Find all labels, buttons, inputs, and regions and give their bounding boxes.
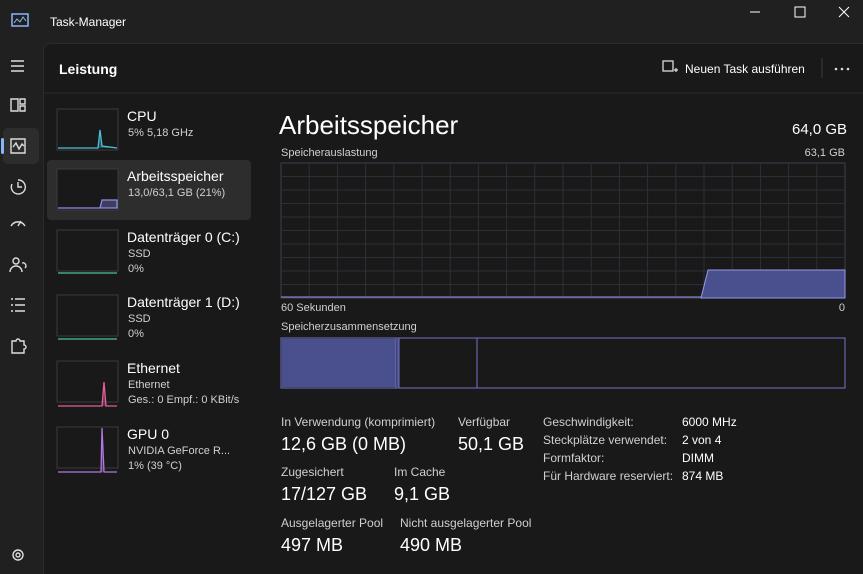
device-thumbnail [56, 108, 119, 151]
device-info: NVIDIA GeForce R... [128, 445, 231, 457]
total-memory: 64,0 GB [792, 121, 848, 138]
composition-in-use [282, 339, 396, 387]
more-dot[interactable] [834, 67, 838, 71]
app-icon-line [13, 16, 27, 24]
device-thumbnail-graph [58, 199, 118, 209]
stat-label: Ausgelagerter Pool [281, 516, 384, 530]
spec-value: DIMM [682, 451, 714, 465]
device-info: Ethernet [128, 379, 170, 391]
stat-value: 17/127 GB [281, 484, 368, 504]
device-thumbnail-graph [58, 129, 118, 149]
time-left: 60 Sekunden [281, 302, 346, 314]
stat-label: Im Cache [394, 465, 446, 479]
device-thumbnail [56, 229, 119, 272]
device-info: SSD [128, 248, 151, 260]
stat-label: Verfügbar [458, 415, 511, 429]
device-thumbnail-graph [58, 381, 117, 407]
run-task-plus [674, 68, 678, 72]
device-info: 1% (39 °C) [128, 460, 182, 472]
device-name: Datenträger 0 (C:) [127, 229, 240, 245]
spec-label: Geschwindigkeit: [543, 415, 634, 429]
app-icon [11, 13, 29, 27]
details-nav[interactable] [11, 298, 25, 312]
spec-label: Für Hardware reserviert: [543, 469, 674, 483]
device-name: CPU [127, 108, 157, 124]
device-info: 0% [128, 263, 144, 275]
spec-label: Formfaktor: [543, 451, 605, 465]
time-right: 0 [838, 302, 845, 314]
run-task-icon[interactable] [662, 60, 674, 72]
device-thumbnail [56, 168, 119, 211]
composition-bar-frame [280, 337, 846, 389]
spec-value: 6000 MHz [682, 415, 737, 429]
usage-label: Speicherauslastung [281, 147, 378, 159]
maximize-button[interactable] [794, 6, 806, 18]
history-nav[interactable] [10, 179, 26, 195]
composition-label: Speicherzusammensetzung [281, 321, 417, 333]
menu-button[interactable] [11, 60, 24, 72]
usage-max: 63,1 GB [804, 147, 845, 159]
device-name: GPU 0 [127, 426, 170, 442]
performance-nav[interactable] [10, 138, 26, 154]
window-title: Task-Manager [50, 15, 127, 29]
more-dot[interactable] [840, 67, 844, 71]
page-title: Leistung [59, 61, 118, 77]
close-button[interactable] [838, 6, 850, 18]
stat-label: Zugesichert [281, 465, 344, 479]
users-nav-body [9, 262, 27, 273]
stat-value: 490 MB [400, 535, 463, 555]
device-thumbnail-graph [58, 427, 117, 473]
device-thumbnail [56, 426, 119, 469]
device-name: Datenträger 1 (D:) [127, 294, 240, 310]
device-thumbnail [56, 294, 119, 337]
detail-title: Arbeitsspeicher [279, 110, 459, 140]
device-info: 5% 5,18 GHz [128, 127, 194, 139]
processes-nav[interactable] [10, 98, 26, 112]
stat-value: 497 MB [281, 535, 344, 555]
spec-value: 2 von 4 [682, 433, 722, 447]
spec-label: Steckplätze verwendet: [543, 433, 668, 447]
stat-label: Nicht ausgelagerter Pool [400, 516, 532, 530]
device-name: Ethernet [127, 360, 180, 376]
device-thumbnail [56, 360, 119, 403]
device-info: 0% [128, 328, 144, 340]
stat-label: In Verwendung (komprimiert) [281, 415, 436, 429]
device-info: 13,0/63,1 GB (21%) [128, 187, 226, 199]
stat-value: 50,1 GB [458, 434, 525, 454]
stat-value: 12,6 GB (0 MB) [281, 434, 407, 454]
device-name: Arbeitsspeicher [127, 168, 224, 184]
main-panel [43, 43, 863, 574]
settings-nav-center [15, 552, 21, 558]
more-dot[interactable] [846, 67, 850, 71]
services-nav[interactable] [11, 338, 27, 354]
composition-modified [397, 339, 399, 387]
run-task-button[interactable]: Neuen Task ausführen [685, 62, 805, 76]
spec-value: 874 MB [682, 469, 724, 483]
stat-value: 9,1 GB [394, 484, 451, 504]
usage-graph-area [700, 269, 846, 299]
device-info: Ges.: 0 Empf.: 0 KBit/s [128, 394, 240, 406]
nav-indicator [1, 138, 4, 154]
users-nav[interactable] [12, 257, 20, 265]
settings-nav[interactable] [12, 549, 24, 561]
startup-nav[interactable] [10, 220, 26, 227]
device-info: SSD [128, 313, 151, 325]
